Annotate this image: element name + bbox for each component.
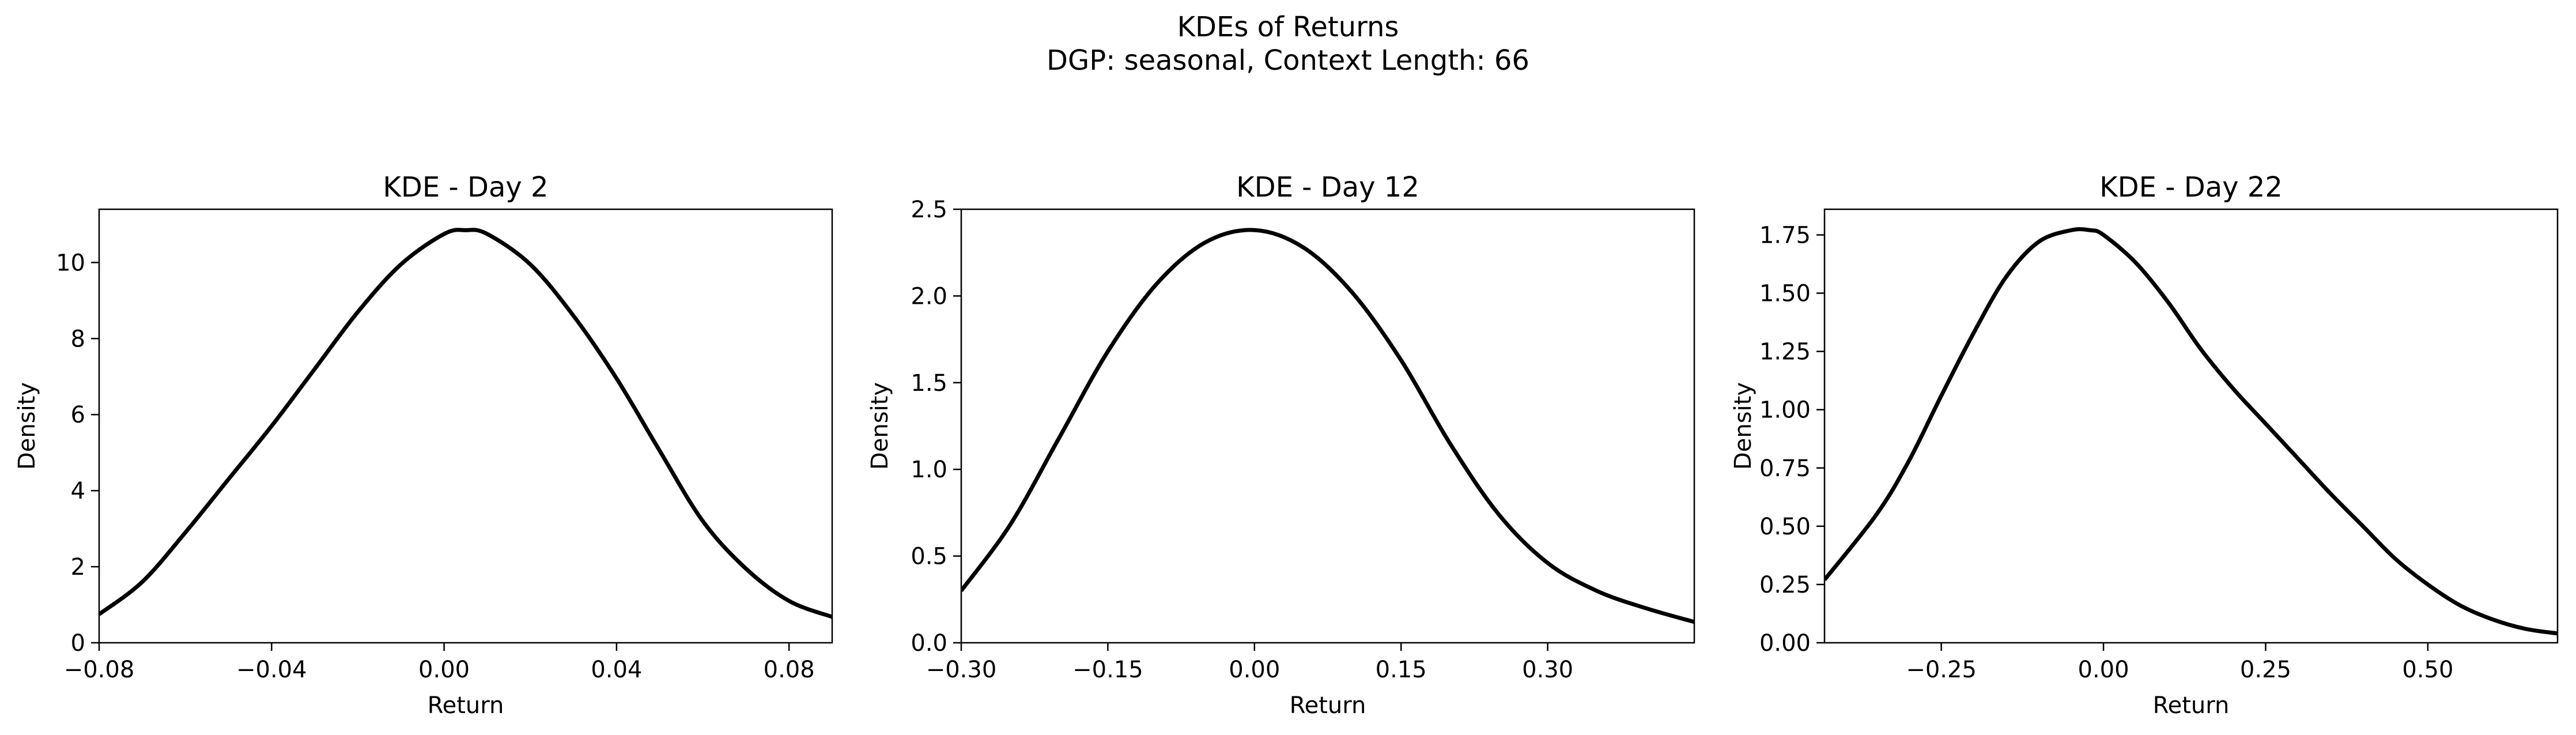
y-tick-label: 10 (56, 250, 85, 276)
y-tick-label: 0.25 (1759, 572, 1811, 598)
subplot-1: −0.08 −0.04 0.00 0.04 0.08 0 2 4 6 8 10 KDE - Day 2… (14, 171, 833, 719)
y-tick-label: 1.50 (1759, 281, 1811, 307)
kde-line-2-1 (961, 228, 1694, 624)
y-tick-label: 0.00 (1759, 630, 1811, 657)
y-tick-label: 0.5 (911, 544, 947, 570)
figure-suptitle: KDEs of Returns DGP: seasonal, Context L… (0, 10, 2576, 77)
kde-line-3-1 (1825, 227, 2558, 636)
subplot-title: KDE - Day 2 (383, 171, 548, 203)
axes-frame (98, 208, 833, 644)
x-tick-label: −0.25 (1906, 657, 1977, 683)
x-tick-label: −0.04 (236, 657, 307, 683)
x-tick-label: 0.00 (418, 657, 470, 683)
y-tick-label: 6 (71, 402, 85, 428)
x-axis-label: Return (1290, 692, 1366, 719)
x-tick-label: 0.30 (1522, 657, 1573, 683)
subplot-3: −0.25 0.00 0.25 0.50 0.00 0.25 0.50 0.75 1.00 1.2… (1730, 171, 2559, 719)
x-tick-label: 0.15 (1376, 657, 1427, 683)
suptitle-line-1: KDEs of Returns (1177, 11, 1399, 43)
y-tick-label: 0.75 (1759, 455, 1811, 482)
x-axis-label: Return (428, 692, 504, 719)
suptitle-line-2: DGP: seasonal, Context Length: 66 (1047, 44, 1529, 77)
x-tick-label: −0.30 (926, 657, 997, 683)
subplot-2: −0.30 −0.15 0.00 0.15 0.30 0.0 0.5 1.0 1.5 2.0 2.5… (867, 171, 1695, 719)
y-tick-label: 1.00 (1759, 397, 1811, 424)
x-tick-label: 0.25 (2240, 657, 2291, 683)
y-tick-label: 0.50 (1759, 514, 1811, 540)
y-axis-label: Density (867, 382, 893, 470)
y-tick-label: 0.0 (911, 630, 947, 657)
x-tick-label: −0.08 (64, 657, 135, 683)
subplot-title: KDE - Day 22 (2099, 171, 2283, 203)
y-axis-label: Density (14, 382, 40, 470)
x-tick-label: 0.50 (2402, 657, 2453, 683)
x-tick-label: 0.00 (1229, 657, 1280, 683)
y-tick-label: 2 (71, 554, 85, 581)
y-axis-label: Density (1730, 382, 1757, 470)
x-tick-label: −0.15 (1072, 657, 1143, 683)
x-tick-label: 0.04 (591, 657, 642, 683)
y-tick-label: 4 (71, 478, 85, 504)
subplot-title: KDE - Day 12 (1236, 171, 1419, 203)
axes-frame (1823, 208, 2559, 644)
y-tick-label: 1.25 (1759, 339, 1811, 365)
x-tick-label: 0.00 (2078, 657, 2129, 683)
y-tick-label: 1.0 (911, 457, 947, 483)
x-tick-label: 0.08 (764, 657, 815, 683)
y-tick-label: 1.5 (911, 370, 947, 397)
y-tick-label: 2.0 (911, 283, 947, 310)
x-axis-label: Return (2153, 692, 2230, 719)
y-tick-label: 8 (71, 326, 85, 352)
axes-frame (960, 208, 1695, 644)
kde-line-1-1 (99, 228, 832, 619)
y-tick-label: 2.5 (911, 197, 947, 223)
y-tick-label: 1.75 (1759, 222, 1811, 248)
y-tick-label: 0 (71, 630, 85, 657)
